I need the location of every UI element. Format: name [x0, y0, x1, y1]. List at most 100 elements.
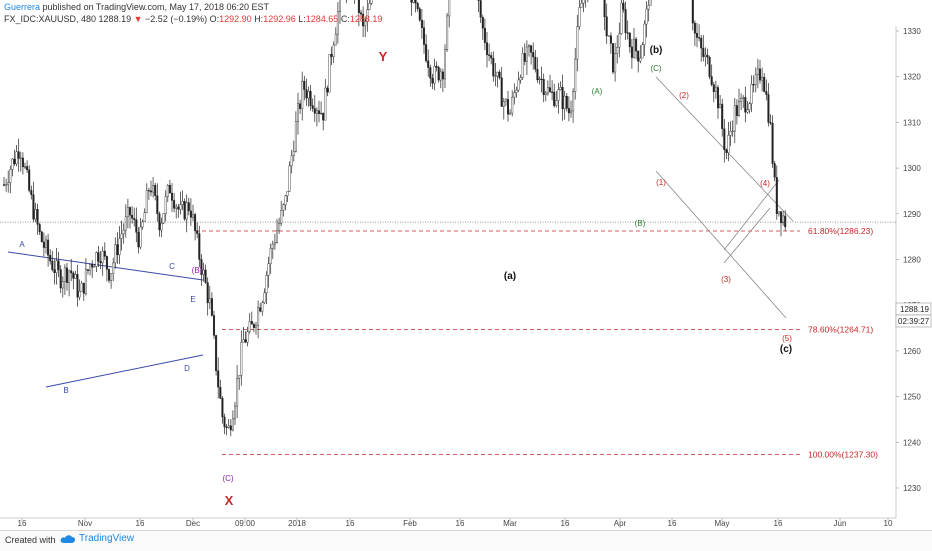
symbol-name: FX_IDC:XAUUSD, 480 — [4, 14, 96, 24]
wedge-upper-line — [724, 180, 779, 250]
wave-label: Y — [379, 49, 388, 64]
candle-body — [574, 59, 576, 92]
x-tick-label: 16 — [18, 519, 27, 528]
tradingview-logo[interactable]: TradingView — [60, 533, 134, 544]
candle-body — [94, 266, 96, 267]
candle-body — [75, 274, 77, 278]
candle-body — [753, 84, 755, 85]
candle-body — [520, 78, 522, 80]
candle-body — [283, 205, 285, 210]
candle-body — [249, 321, 251, 331]
candle-body — [516, 90, 518, 93]
x-tick-label: 16 — [668, 519, 677, 528]
candle-body — [56, 261, 58, 273]
candle-body — [62, 282, 64, 288]
candle-body — [169, 185, 171, 193]
candle-body — [144, 213, 146, 222]
x-tick-label: 16 — [774, 519, 783, 528]
candle-body — [268, 264, 270, 276]
candle-body — [333, 45, 335, 57]
candle-body — [629, 33, 631, 47]
y-tick-label: 1260 — [903, 347, 921, 356]
candle-body — [736, 106, 738, 116]
created-with-text: Created with — [5, 535, 56, 545]
x-tick-label: Mar — [503, 519, 517, 528]
candle-body — [127, 207, 129, 216]
wave-label: (3) — [721, 275, 731, 284]
candle-body — [564, 96, 566, 109]
candle-body — [33, 195, 35, 219]
candle-body — [486, 43, 488, 55]
candle-body — [301, 81, 303, 108]
candle-body — [734, 106, 736, 132]
publish-line: Guerrera published on TradingView.com, M… — [4, 1, 928, 13]
candle-body — [220, 387, 222, 398]
candle-body — [287, 191, 289, 196]
chart-header: Guerrera published on TradingView.com, M… — [4, 1, 928, 29]
wave-label: E — [190, 295, 195, 304]
candle-body — [755, 75, 757, 85]
candle-body — [289, 166, 291, 191]
wave-label: (4) — [760, 179, 770, 188]
publish-text: published on TradingView.com, May 17, 20… — [43, 2, 269, 12]
candle-body — [24, 166, 26, 167]
candle-body — [96, 252, 98, 266]
candle-body — [784, 216, 786, 227]
candle-body — [572, 92, 574, 111]
candle-body — [747, 110, 749, 112]
y-axis: 1230124012501260127012801290130013101320… — [896, 0, 921, 493]
candle-body — [100, 261, 102, 263]
candle-body — [165, 197, 167, 214]
candle-body — [188, 203, 190, 211]
candle-body — [551, 92, 553, 93]
candle-body — [18, 152, 20, 159]
candle-body — [726, 150, 728, 153]
candle-body — [87, 270, 89, 271]
candle-body — [493, 58, 495, 76]
price-chart[interactable]: 1230124012501260127012801290130013101320… — [0, 0, 932, 530]
candle-body — [150, 191, 152, 192]
tradingview-brand: TradingView — [79, 533, 134, 544]
candle-body — [60, 270, 62, 288]
candle-body — [484, 28, 486, 42]
candle-body — [104, 251, 106, 256]
candle-body — [125, 217, 127, 230]
candle-body — [180, 205, 182, 210]
candle-body — [490, 56, 492, 59]
candle-body — [698, 38, 700, 39]
candle-body — [280, 210, 282, 223]
candle-body — [501, 78, 503, 107]
author-link[interactable]: Guerrera — [4, 2, 40, 12]
candle-body — [148, 190, 150, 191]
candle-body — [757, 69, 759, 75]
candle-body — [556, 101, 558, 106]
candle-body — [423, 28, 425, 45]
candle-body — [266, 275, 268, 292]
candle-body — [608, 36, 610, 37]
candle-body — [161, 223, 163, 230]
candle-body — [133, 218, 135, 219]
candle-body — [178, 207, 180, 209]
wave-label: A — [19, 240, 25, 249]
candle-body — [314, 108, 316, 113]
wedge-lower-line — [724, 208, 770, 263]
candle-body — [776, 177, 778, 213]
candle-body — [243, 340, 245, 343]
candle-body — [304, 81, 306, 89]
x-tick-label: May — [714, 519, 729, 528]
candle-body — [66, 268, 68, 283]
wave-label: (2) — [679, 91, 689, 100]
candle-body — [199, 234, 201, 260]
candle-body — [293, 151, 295, 155]
wave-label: (5) — [782, 334, 792, 343]
candle-body — [721, 104, 723, 129]
x-tick-label: 16 — [561, 519, 570, 528]
candle-body — [619, 34, 621, 48]
candle-body — [186, 203, 188, 219]
candle-body — [505, 99, 507, 101]
candle-body — [322, 113, 324, 120]
candle-body — [58, 261, 60, 270]
triangle-lower-line — [46, 355, 203, 387]
candle-body — [226, 427, 228, 428]
candle-body — [41, 232, 43, 242]
